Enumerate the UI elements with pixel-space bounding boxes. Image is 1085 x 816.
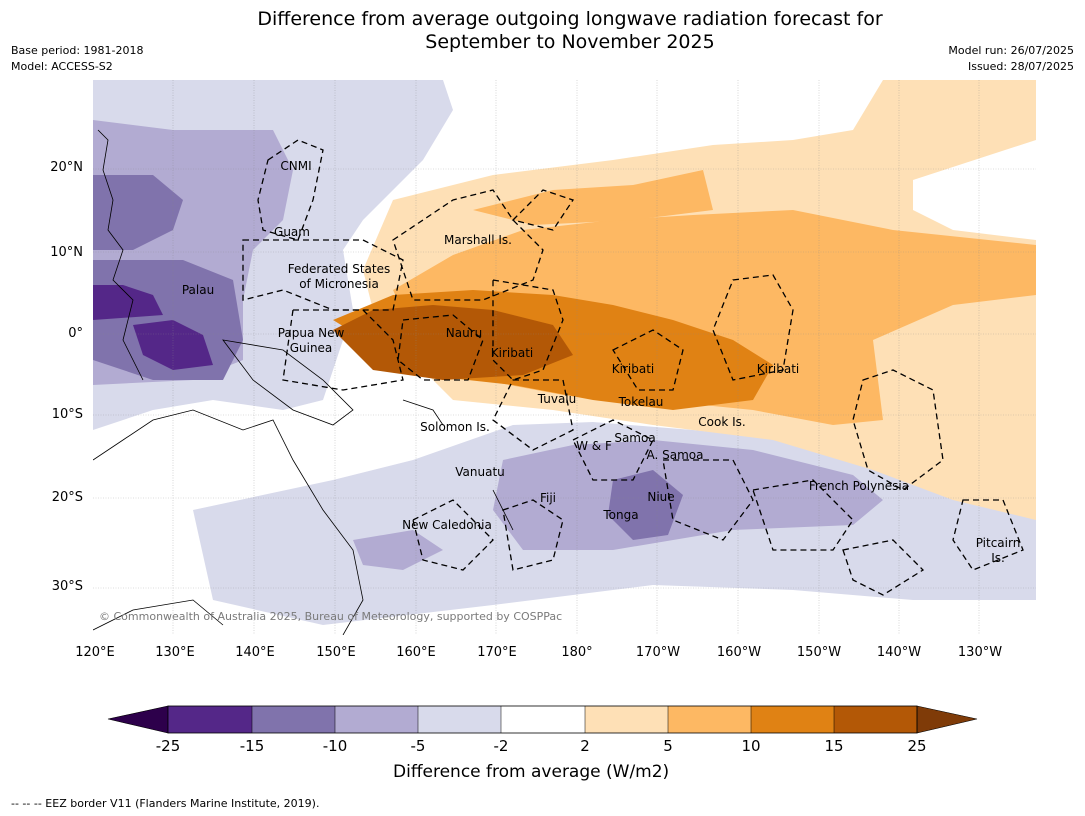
issued-date: Issued: 28/07/2025 [967,60,1074,73]
colorbar-bin-2 [252,706,335,733]
colorbar [107,705,978,734]
lon-label-160w: 160°W [716,645,762,660]
colorbar-bin-6 [585,706,668,733]
colorbar-tick-6: 2 [580,737,590,755]
lon-label-130e: 130°E [155,645,195,660]
colorbar-tick-9: 15 [824,737,844,755]
colorbar-tick-2: -15 [239,737,265,755]
colorbar-bin-9 [834,706,917,733]
place-wallis-futuna: W & F [576,439,612,453]
colorbar-tick-10: 25 [907,737,927,755]
place-marshall-is: Marshall Is. [444,233,512,247]
place-kiribati-west: Kiribati [490,346,534,360]
lon-label-150e: 150°E [316,645,356,660]
place-palau: Palau [181,283,215,297]
contour-pos-15 [333,305,573,380]
place-french-polynesia: French Polynesia [808,479,910,493]
coastlines [93,129,514,635]
model-name: Model: ACCESS-S2 [11,60,113,73]
colorbar-bin-5 [501,706,585,733]
contour-neg-10 [93,175,183,250]
place-guam: Guam [274,225,310,239]
map-panel [93,80,1036,635]
place-american-samoa: A. Samoa [646,448,704,462]
lon-label-150w: 150°W [796,645,842,660]
place-fiji: Fiji [539,491,557,505]
lon-label-160e: 160°E [396,645,436,660]
colorbar-title: Difference from average (W/m2) [393,762,670,782]
colorbar-tick-5: -2 [493,737,509,755]
place-nauru: Nauru [445,326,483,340]
eez-footnote: -- -- -- EEZ border V11 (Flanders Marine… [11,797,320,810]
place-samoa: Samoa [614,431,656,445]
place-tuvalu: Tuvalu [537,392,577,406]
place-solomon-is: Solomon Is. [420,420,490,434]
place-pitcairn-is: Pitcairn Is. [975,536,1021,565]
lon-label-140w: 140°W [876,645,922,660]
anomaly-map [93,80,1036,635]
colorbar-tick-8: 10 [741,737,761,755]
colorbar-bin-1 [168,706,252,733]
place-cnmi: CNMI [280,159,312,173]
eez-borders [242,139,1024,596]
colorbar-extend-low [107,705,169,734]
place-vanuatu: Vanuatu [455,465,505,479]
title-line-1: Difference from average outgoing longwav… [257,8,883,30]
colorbar-tick-4: -5 [410,737,426,755]
lon-label-180: 180° [561,645,593,660]
lon-label-140e: 140°E [235,645,275,660]
colorbar-bin-7 [668,706,751,733]
title-line-2: September to November 2025 [425,31,715,53]
lon-label-170e: 170°E [477,645,517,660]
place-micronesia: Federated States of Micronesia [287,262,391,291]
place-niue: Niue [647,490,675,504]
base-period: Base period: 1981-2018 [11,44,144,57]
place-kiribati-east: Kiribati [756,362,800,376]
lat-label-10s: 10°S [51,407,83,422]
copyright-notice: © Commonwealth of Australia 2025, Bureau… [99,610,563,623]
lat-label-20s: 20°S [51,490,83,505]
colorbar-bin-4 [418,706,501,733]
place-tonga: Tonga [603,508,639,522]
grid [93,80,1036,635]
place-png: Papua New Guinea [277,326,345,355]
contour-neg-15 [93,285,163,320]
lon-label-120e: 120°E [75,645,115,660]
place-new-caledonia: New Caledonia [402,518,492,532]
colorbar-tick-1: -25 [155,737,181,755]
place-tokelau: Tokelau [618,395,664,409]
colorbar-bin-8 [751,706,834,733]
model-run: Model run: 26/07/2025 [948,44,1074,57]
lat-label-0: 0° [68,326,83,341]
lat-label-20n: 20°N [50,160,83,175]
lon-label-170w: 170°W [635,645,681,660]
colorbar-extend-high [916,705,978,734]
lat-label-10n: 10°N [50,245,83,260]
place-cook-is: Cook Is. [698,415,746,429]
colorbar-tick-3: -10 [322,737,348,755]
colorbar-tick-7: 5 [663,737,673,755]
place-kiribati-central: Kiribati [611,362,655,376]
lon-label-130w: 130°W [957,645,1003,660]
lat-label-30s: 30°S [51,579,83,594]
contour-neg-5-south [493,440,883,550]
colorbar-bin-3 [335,706,418,733]
